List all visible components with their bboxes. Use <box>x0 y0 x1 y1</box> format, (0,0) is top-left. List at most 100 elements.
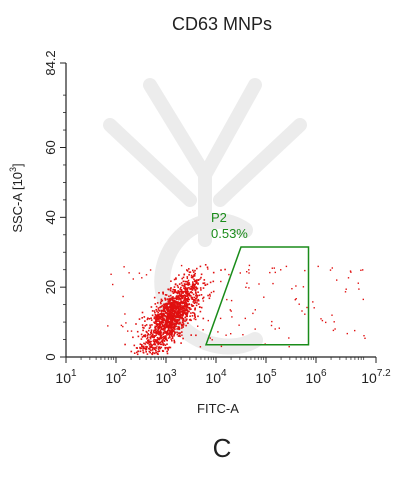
data-point <box>192 282 194 285</box>
data-point <box>165 324 167 327</box>
data-point <box>149 345 152 347</box>
data-point <box>178 315 180 317</box>
data-point <box>145 274 148 276</box>
data-point <box>163 326 166 329</box>
data-point <box>155 341 158 343</box>
data-point <box>347 277 350 279</box>
data-point <box>163 325 165 327</box>
data-point <box>195 294 198 296</box>
data-point <box>141 317 143 319</box>
data-point <box>162 319 165 321</box>
data-point <box>180 301 182 303</box>
data-point <box>185 280 188 283</box>
data-point <box>295 298 297 300</box>
data-point <box>190 312 192 314</box>
data-point <box>202 287 205 289</box>
data-point <box>209 295 211 297</box>
data-point <box>196 302 198 304</box>
data-point <box>170 306 173 308</box>
data-point <box>211 339 213 341</box>
data-point <box>163 310 165 313</box>
data-point <box>135 323 137 325</box>
data-point <box>185 324 187 327</box>
data-point <box>172 314 174 316</box>
data-point <box>163 332 166 334</box>
data-point <box>154 326 156 329</box>
data-point <box>158 327 160 329</box>
data-point <box>150 330 153 333</box>
data-point <box>175 278 177 280</box>
data-point <box>186 270 189 272</box>
data-point <box>141 345 143 347</box>
data-point <box>179 297 181 300</box>
data-point <box>155 347 158 349</box>
data-point <box>193 318 195 320</box>
data-point <box>133 352 136 354</box>
data-point <box>344 291 347 293</box>
data-point <box>194 289 197 292</box>
data-point <box>164 294 167 296</box>
data-point <box>183 291 185 293</box>
data-point <box>157 313 159 316</box>
data-point <box>145 341 147 343</box>
data-point <box>183 273 185 276</box>
data-point <box>183 299 186 301</box>
data-point <box>200 306 203 309</box>
data-point <box>159 316 162 319</box>
data-point <box>152 348 154 350</box>
data-point <box>192 271 195 273</box>
data-point <box>209 293 211 296</box>
data-point <box>184 286 187 289</box>
data-point <box>182 300 184 303</box>
data-point <box>166 352 169 355</box>
data-point <box>178 318 181 321</box>
data-point <box>193 273 195 276</box>
data-point <box>358 288 360 290</box>
data-point <box>302 286 305 288</box>
data-point <box>181 297 184 300</box>
data-point <box>167 328 170 330</box>
y-tick-label: 0 <box>43 353 58 360</box>
data-point <box>188 268 190 270</box>
data-point <box>238 324 240 326</box>
data-point <box>181 314 183 316</box>
data-point <box>231 316 233 318</box>
data-point <box>169 294 172 297</box>
data-point <box>187 307 190 309</box>
data-point <box>193 312 196 315</box>
data-point <box>200 276 202 279</box>
data-point <box>195 291 197 294</box>
data-point <box>158 322 161 325</box>
data-point <box>193 278 195 281</box>
data-point <box>177 319 180 322</box>
data-point <box>162 350 164 352</box>
data-point <box>146 346 148 348</box>
data-point <box>165 319 168 322</box>
data-point <box>143 316 146 318</box>
data-point <box>178 312 180 314</box>
data-point <box>172 306 175 309</box>
data-point <box>156 329 159 332</box>
data-point <box>161 339 164 341</box>
data-point <box>160 331 162 333</box>
data-point <box>163 314 165 316</box>
data-point <box>166 312 168 314</box>
data-point <box>151 314 154 317</box>
x-tick-label: 101 <box>55 368 77 386</box>
data-point <box>165 306 167 308</box>
data-point <box>192 275 195 277</box>
data-point <box>182 280 185 283</box>
data-point <box>187 297 190 299</box>
x-tick-label-exponent: 4 <box>221 368 227 379</box>
data-point <box>166 333 168 335</box>
data-point <box>317 265 319 268</box>
data-point <box>349 270 352 272</box>
data-point <box>167 330 169 332</box>
data-point <box>175 316 177 318</box>
x-tick-label: 105 <box>255 368 277 386</box>
data-point <box>184 288 187 290</box>
data-point <box>158 323 160 326</box>
data-point <box>176 298 178 301</box>
data-point <box>184 285 186 288</box>
data-point <box>345 288 347 290</box>
